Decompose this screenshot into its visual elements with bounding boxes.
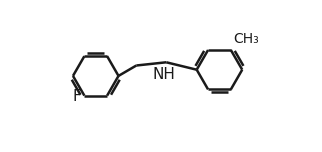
Text: NH: NH (153, 67, 176, 82)
Text: CH₃: CH₃ (233, 31, 259, 46)
Text: F: F (73, 89, 81, 104)
